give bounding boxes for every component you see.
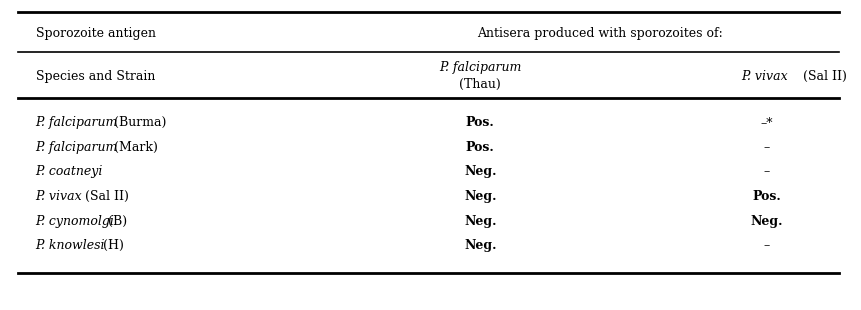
Text: Neg.: Neg. — [751, 215, 783, 228]
Text: Antisera produced with sporozoites of:: Antisera produced with sporozoites of: — [477, 27, 722, 40]
Text: Pos.: Pos. — [753, 190, 781, 203]
Text: (H): (H) — [99, 239, 123, 252]
Text: (Mark): (Mark) — [110, 141, 158, 154]
Text: P. cynomolgi: P. cynomolgi — [35, 215, 115, 228]
Text: P. falciparum: P. falciparum — [35, 141, 118, 154]
Text: Neg.: Neg. — [464, 239, 497, 252]
Text: –: – — [764, 239, 770, 252]
Text: P. falciparum: P. falciparum — [439, 61, 522, 74]
Text: P. vivax: P. vivax — [741, 70, 788, 83]
Text: –*: –* — [760, 116, 773, 129]
Text: –: – — [764, 141, 770, 154]
Text: –: – — [764, 166, 770, 178]
Text: Neg.: Neg. — [464, 215, 497, 228]
Text: Sporozoite antigen: Sporozoite antigen — [35, 27, 156, 40]
Text: Neg.: Neg. — [464, 190, 497, 203]
Text: P. falciparum: P. falciparum — [35, 116, 118, 129]
Text: (Sal II): (Sal II) — [82, 190, 129, 203]
Text: (B): (B) — [104, 215, 127, 228]
Text: P. knowlesi: P. knowlesi — [35, 239, 105, 252]
Text: (Burma): (Burma) — [110, 116, 166, 129]
Text: Species and Strain: Species and Strain — [35, 70, 155, 83]
Text: (Sal II): (Sal II) — [799, 70, 847, 83]
Text: P. vivax: P. vivax — [35, 190, 82, 203]
Text: Pos.: Pos. — [466, 141, 494, 154]
Text: P. coatneyi: P. coatneyi — [35, 166, 103, 178]
Text: Pos.: Pos. — [466, 116, 494, 129]
Text: Neg.: Neg. — [464, 166, 497, 178]
Text: (Thau): (Thau) — [460, 78, 501, 91]
